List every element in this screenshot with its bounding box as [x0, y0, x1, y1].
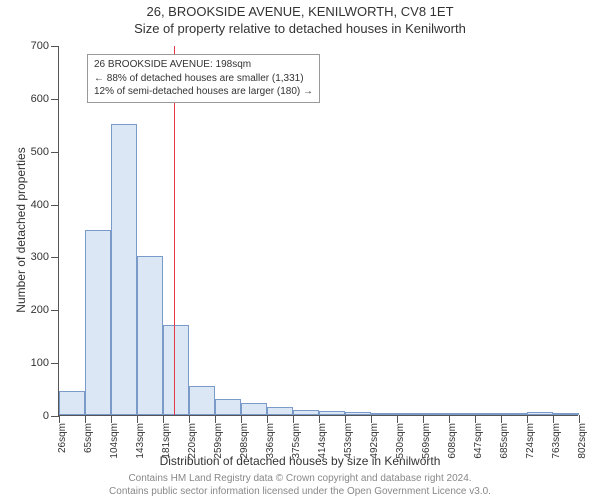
- histogram-bar: [241, 403, 267, 415]
- annotation-line: ← 88% of detached houses are smaller (1,…: [94, 72, 313, 86]
- histogram-bar: [215, 399, 241, 415]
- x-tick: [189, 415, 190, 423]
- y-axis-label: Number of detached properties: [14, 147, 28, 312]
- page-subtitle: Size of property relative to detached ho…: [0, 19, 600, 36]
- histogram-bar: [189, 386, 215, 415]
- y-tick: [51, 310, 59, 311]
- footer-line-1: Contains HM Land Registry data © Crown c…: [0, 473, 600, 486]
- histogram-bar: [449, 413, 475, 415]
- x-tick: [371, 415, 372, 423]
- y-tick-label: 0: [43, 410, 49, 422]
- y-tick: [51, 257, 59, 258]
- histogram-bar: [85, 230, 111, 415]
- y-tick: [51, 99, 59, 100]
- y-tick-label: 500: [31, 146, 49, 158]
- y-tick-label: 300: [31, 251, 49, 263]
- x-tick: [475, 415, 476, 423]
- x-tick: [397, 415, 398, 423]
- y-tick: [51, 46, 59, 47]
- histogram-bar: [267, 407, 293, 415]
- x-tick: [163, 415, 164, 423]
- histogram-bar: [293, 410, 319, 415]
- x-tick: [553, 415, 554, 423]
- x-tick: [579, 415, 580, 423]
- x-tick: [345, 415, 346, 423]
- x-tick: [527, 415, 528, 423]
- x-tick-label: 26sqm: [57, 423, 68, 453]
- histogram-bar: [345, 412, 371, 415]
- x-tick: [267, 415, 268, 423]
- y-tick-label: 100: [31, 357, 49, 369]
- y-tick-label: 200: [31, 304, 49, 316]
- y-tick: [51, 152, 59, 153]
- histogram-bar: [475, 413, 501, 415]
- plot-area: 010020030040050060070026sqm65sqm104sqm14…: [58, 46, 578, 416]
- x-tick: [501, 415, 502, 423]
- x-tick: [85, 415, 86, 423]
- histogram-bar: [397, 413, 423, 415]
- x-tick: [59, 415, 60, 423]
- footer-attribution: Contains HM Land Registry data © Crown c…: [0, 473, 600, 498]
- annotation-line: 26 BROOKSIDE AVENUE: 198sqm: [94, 58, 313, 72]
- x-tick: [449, 415, 450, 423]
- chart-area: 010020030040050060070026sqm65sqm104sqm14…: [58, 46, 578, 416]
- x-tick-label: 65sqm: [83, 423, 94, 453]
- histogram-bar: [111, 124, 137, 415]
- x-tick: [293, 415, 294, 423]
- histogram-bar: [59, 391, 85, 415]
- y-tick: [51, 363, 59, 364]
- annotation-line: 12% of semi-detached houses are larger (…: [94, 85, 313, 99]
- y-tick-label: 700: [31, 40, 49, 52]
- histogram-bar: [137, 256, 163, 415]
- histogram-bar: [371, 413, 397, 415]
- histogram-bar: [501, 413, 527, 415]
- histogram-bar: [163, 325, 189, 415]
- x-tick: [423, 415, 424, 423]
- x-tick: [137, 415, 138, 423]
- histogram-bar: [319, 411, 345, 415]
- y-tick: [51, 205, 59, 206]
- annotation-box: 26 BROOKSIDE AVENUE: 198sqm← 88% of deta…: [87, 54, 320, 103]
- histogram-bar: [553, 413, 579, 415]
- histogram-bar: [423, 413, 449, 415]
- x-tick: [215, 415, 216, 423]
- footer-line-2: Contains public sector information licen…: [0, 486, 600, 499]
- x-tick: [241, 415, 242, 423]
- y-tick: [51, 416, 59, 417]
- x-axis-label: Distribution of detached houses by size …: [0, 454, 600, 468]
- page-title: 26, BROOKSIDE AVENUE, KENILWORTH, CV8 1E…: [0, 0, 600, 19]
- y-tick-label: 400: [31, 199, 49, 211]
- y-tick-label: 600: [31, 93, 49, 105]
- x-tick: [319, 415, 320, 423]
- x-tick: [111, 415, 112, 423]
- histogram-bar: [527, 412, 553, 415]
